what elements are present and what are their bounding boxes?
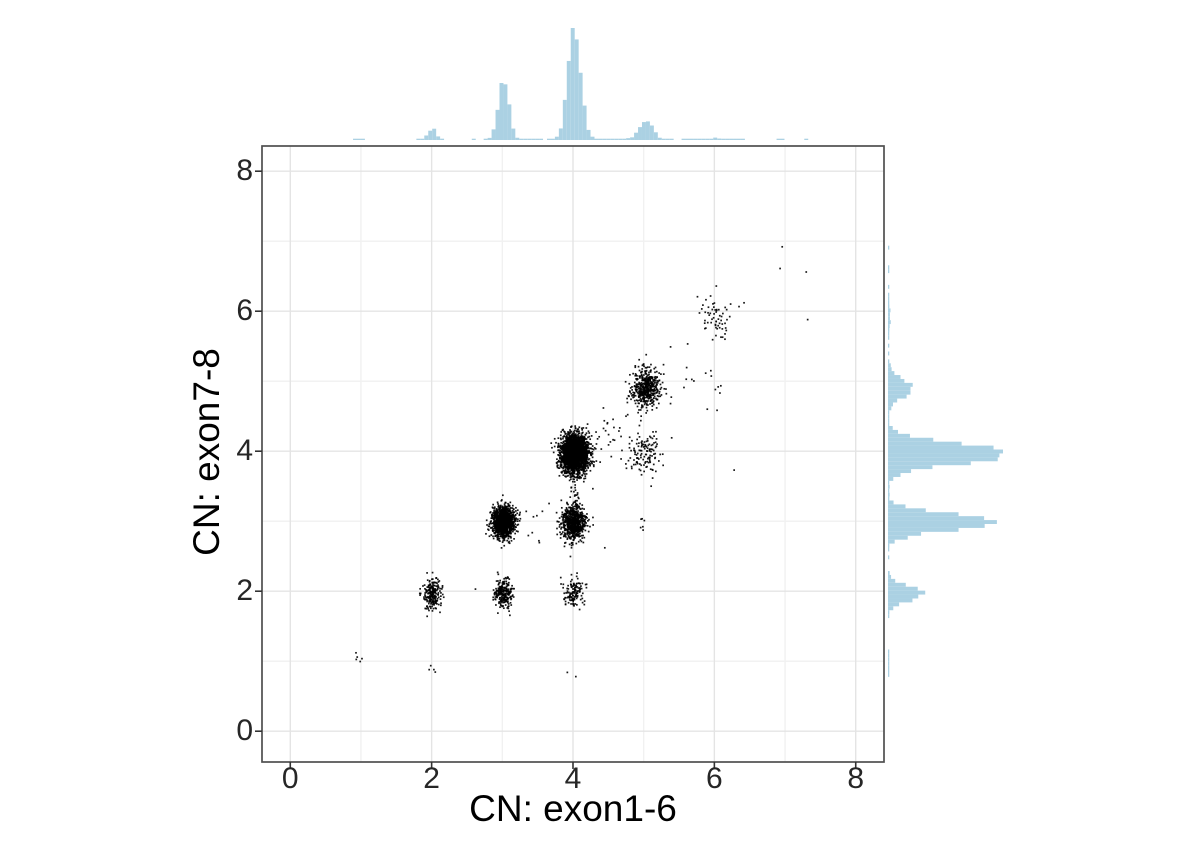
x-tick-label-8: 8 bbox=[847, 762, 865, 795]
y-tick-label-6: 6 bbox=[236, 294, 253, 328]
y-axis-title: CN: exon7-8 bbox=[186, 348, 227, 556]
x-tick-label-4: 4 bbox=[564, 762, 582, 795]
y-tick-label-0: 0 bbox=[236, 714, 253, 748]
y-tick-label-4: 4 bbox=[236, 434, 253, 468]
x-tick-label-0: 0 bbox=[281, 762, 299, 795]
y-tick-label-8: 8 bbox=[236, 154, 253, 188]
y-tick-label-2: 2 bbox=[236, 574, 253, 608]
x-axis-title: CN: exon1-6 bbox=[469, 788, 677, 829]
x-tick-label-6: 6 bbox=[706, 762, 723, 795]
x-tick-label-2: 2 bbox=[423, 762, 440, 795]
